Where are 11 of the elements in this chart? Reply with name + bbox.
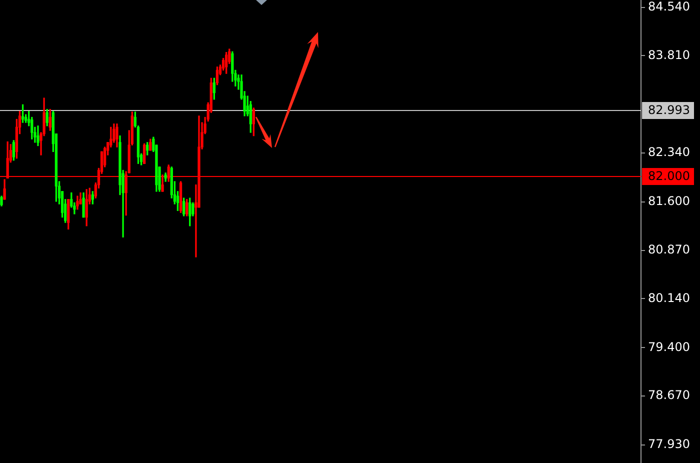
y-tick-label: 84.540 bbox=[648, 0, 690, 14]
y-tick-label: 83.810 bbox=[648, 48, 690, 62]
y-tick-label: 79.400 bbox=[648, 340, 690, 354]
ref-line-label: 82.000 bbox=[648, 169, 690, 184]
y-tick-label: 77.930 bbox=[648, 437, 690, 452]
y-tick-label: 80.870 bbox=[648, 242, 690, 257]
y-tick-label: 78.670 bbox=[648, 388, 690, 402]
y-tick-label: 80.140 bbox=[648, 290, 690, 305]
ref-line-label: 82.993 bbox=[648, 103, 690, 118]
y-tick-label: 81.600 bbox=[648, 194, 690, 208]
y-tick-label: 82.340 bbox=[648, 145, 690, 160]
